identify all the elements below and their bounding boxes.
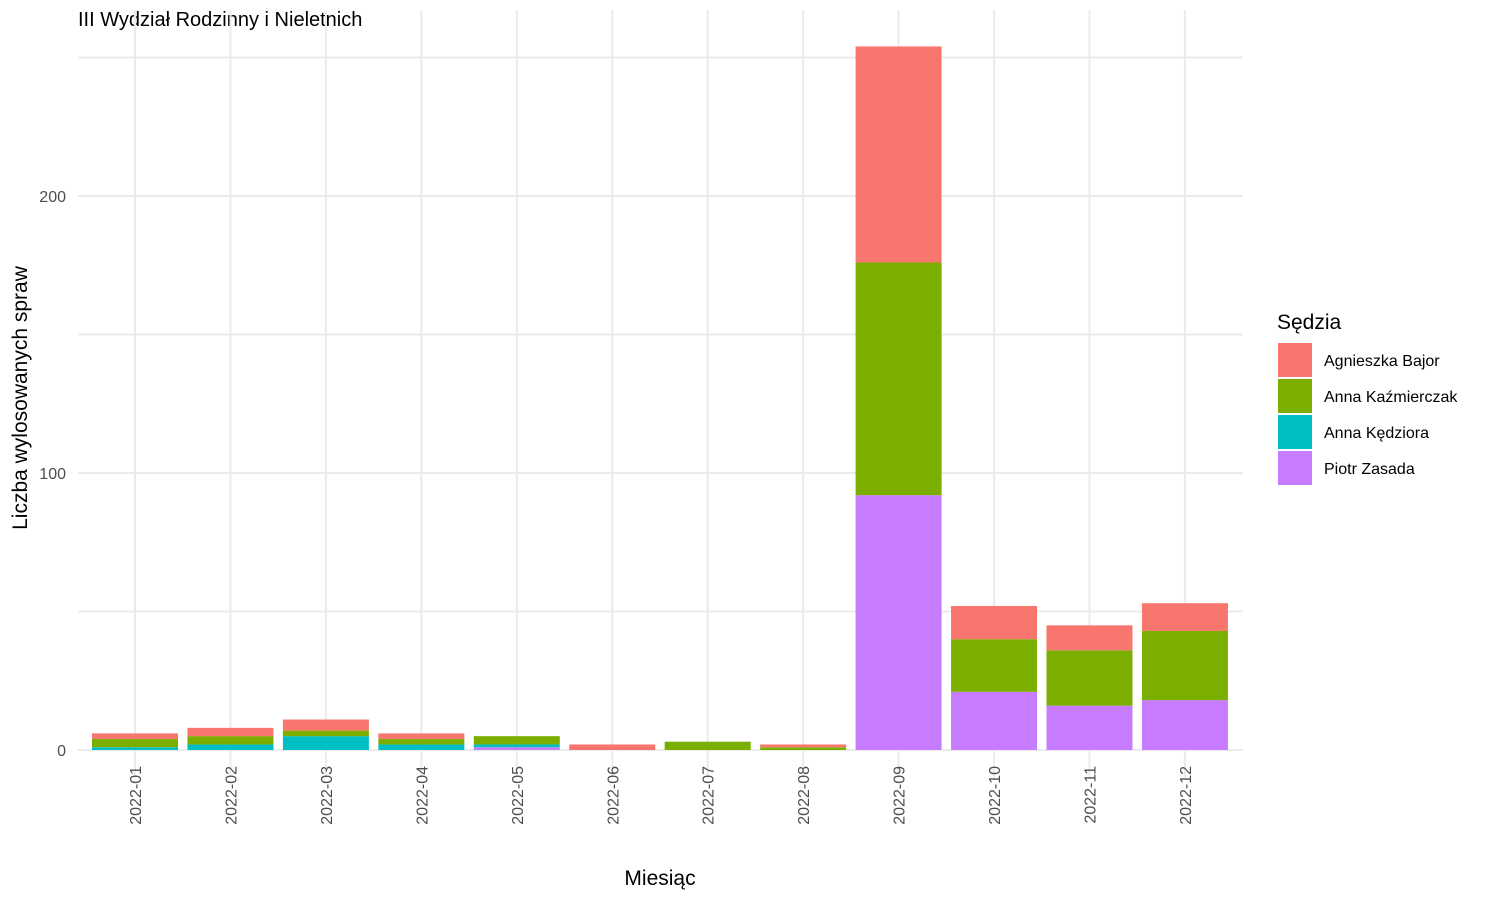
bar-segment <box>1141 630 1228 701</box>
x-tick-label: 2022-03 <box>319 766 336 825</box>
x-tick-label: 2022-06 <box>605 766 622 825</box>
bar-segment <box>187 727 274 737</box>
legend-label: Piotr Zasada <box>1324 461 1415 478</box>
bar-segment <box>760 747 847 750</box>
bar-segment <box>1141 700 1228 750</box>
bar-segment <box>855 262 942 496</box>
bar-segment <box>855 46 942 263</box>
legend-label: Anna Kaźmierczak <box>1324 389 1458 406</box>
legend-swatch <box>1278 451 1312 485</box>
bar-segment <box>92 747 178 750</box>
bar-segment <box>951 691 1038 750</box>
bar-segment <box>569 744 656 750</box>
x-tick-label: 2022-07 <box>701 766 718 825</box>
bar-segment <box>92 738 178 748</box>
bar-segment <box>1141 603 1228 631</box>
bar-segment <box>473 747 560 750</box>
bar-segment <box>473 744 560 748</box>
x-tick-label: 2022-05 <box>510 766 527 825</box>
bar-segment <box>187 744 274 750</box>
y-tick-label: 0 <box>57 743 66 760</box>
y-axis-title: Liczba wylosowanych spraw <box>9 265 32 530</box>
legend-swatch <box>1278 379 1312 413</box>
bar-stacks <box>92 46 1228 750</box>
bar-segment <box>378 733 465 739</box>
legend-swatch <box>1278 415 1312 449</box>
bar-segment <box>92 733 178 739</box>
x-tick-label: 2022-11 <box>1083 766 1100 824</box>
bar-segment <box>1046 625 1133 651</box>
x-axis-ticks: 2022-01 2022-02 2022-03 2022-04 2022-05 2022-… <box>128 766 1195 825</box>
bar-segment <box>378 738 465 745</box>
bar-segment <box>855 495 942 750</box>
x-tick-label: 2022-08 <box>796 766 813 825</box>
bar-segment <box>282 730 369 737</box>
legend-swatch <box>1278 343 1312 377</box>
x-tick-label: 2022-02 <box>223 766 240 825</box>
bar-segment <box>378 744 465 750</box>
bar-segment <box>951 605 1038 640</box>
x-tick-label: 2022-10 <box>987 766 1004 825</box>
bar-segment <box>1046 705 1133 750</box>
legend-label: Agnieszka Bajor <box>1324 353 1440 370</box>
bar-segment <box>951 639 1038 692</box>
bar-segment <box>760 744 847 748</box>
bar-segment <box>282 736 369 750</box>
bar-segment <box>282 719 369 731</box>
x-tick-label: 2022-09 <box>892 766 909 825</box>
x-tick-label: 2022-12 <box>1178 766 1195 825</box>
x-axis-title: Miesiąc <box>624 867 695 890</box>
bar-segment <box>473 736 560 745</box>
y-tick-label: 200 <box>39 189 66 206</box>
y-axis-ticks: 0 100 200 <box>39 189 66 760</box>
legend-label: Anna Kędziora <box>1324 425 1429 442</box>
legend: Sędzia Agnieszka Bajor Anna Kaźmierczak An… <box>1277 311 1458 485</box>
y-tick-label: 100 <box>39 466 66 483</box>
legend-title: Sędzia <box>1277 311 1342 334</box>
bar-segment <box>1046 650 1133 706</box>
bar-segment <box>664 741 751 750</box>
x-tick-label: 2022-04 <box>414 766 431 825</box>
grid-lines <box>78 10 1243 778</box>
bar-segment <box>187 736 274 745</box>
chart-title: III Wydział Rodzinny i Nieletnich <box>78 9 362 31</box>
x-tick-label: 2022-01 <box>128 766 145 825</box>
